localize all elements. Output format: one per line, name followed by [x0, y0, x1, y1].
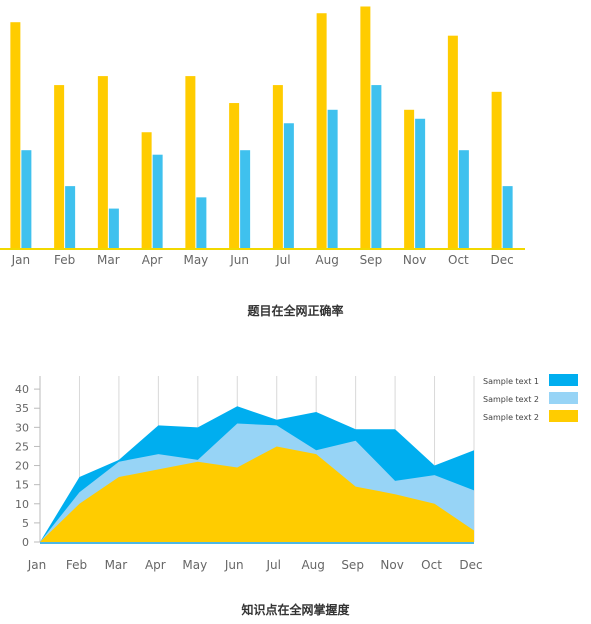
x-tick-label: Dec: [459, 558, 482, 572]
x-tick-label: Jun: [224, 558, 244, 572]
bar-jul-series-1: [272, 85, 283, 249]
legend-label: Sample text 2: [483, 395, 539, 404]
bar-aug-series-1: [316, 13, 327, 249]
x-tick-label: Aug: [315, 253, 338, 267]
x-tick-label: Sep: [360, 253, 383, 267]
bar-apr-series-1: [141, 132, 152, 249]
bar-mar-series-1: [97, 76, 108, 249]
bar-chart-title: 题目在全网正确率: [247, 304, 344, 318]
x-tick-label: Mar: [105, 558, 128, 572]
bar-may-series-1: [185, 76, 196, 249]
x-tick-label: May: [182, 558, 207, 572]
legend-label: Sample text 2: [483, 413, 539, 422]
x-tick-label: Feb: [54, 253, 75, 267]
y-tick-label: 40: [15, 383, 29, 396]
legend-swatch: [549, 392, 578, 404]
x-tick-label: May: [183, 253, 208, 267]
y-tick-label: 15: [15, 479, 29, 492]
x-tick-label: Sep: [341, 558, 364, 572]
bar-jun-series-2: [240, 150, 251, 249]
bar-oct-series-1: [447, 35, 458, 249]
legend-swatch: [549, 374, 578, 386]
bar-chart: Jan Feb Mar Apr May Jun Jul Aug Sep Nov Oct Dec: [0, 6, 525, 267]
y-tick-label: 5: [22, 517, 29, 530]
x-tick-label: Jul: [265, 558, 280, 572]
bar-sep-series-1: [360, 6, 371, 250]
legend-swatch: [549, 410, 578, 422]
bar-apr-series-2: [152, 154, 163, 249]
bar-dec-series-1: [491, 91, 502, 250]
bar-nov-series-1: [404, 109, 415, 249]
bar-jan-series-2: [21, 150, 32, 249]
bar-jul-series-2: [283, 123, 294, 249]
legend-label: Sample text 1: [483, 377, 539, 386]
y-tick-label: 20: [15, 460, 29, 473]
bar-mar-series-2: [108, 208, 119, 249]
bar-may-series-2: [196, 197, 207, 249]
area-chart-title: 知识点在全网掌握度: [241, 603, 350, 617]
bar-nov-series-2: [415, 118, 426, 249]
y-tick-label: 0: [22, 536, 29, 549]
area-series-3: [40, 446, 474, 542]
y-tick-label: 10: [15, 498, 29, 511]
x-tick-label: Nov: [403, 253, 426, 267]
y-tick-label: 30: [15, 421, 29, 434]
x-tick-label: Jan: [11, 253, 31, 267]
x-tick-label: Oct: [421, 558, 442, 572]
x-tick-label: Feb: [66, 558, 87, 572]
y-tick-label: 35: [15, 402, 29, 415]
x-tick-label: Jan: [27, 558, 47, 572]
x-tick-label: Apr: [145, 558, 166, 572]
bar-feb-series-2: [65, 186, 76, 249]
bar-jun-series-1: [229, 103, 240, 249]
bar-oct-series-2: [458, 150, 469, 249]
bar-aug-series-2: [327, 109, 338, 249]
x-tick-label: Jul: [275, 253, 290, 267]
x-tick-label: Aug: [301, 558, 324, 572]
x-tick-label: Oct: [448, 253, 469, 267]
x-tick-label: Apr: [142, 253, 163, 267]
bar-feb-series-1: [54, 85, 65, 249]
bar-dec-series-2: [502, 186, 513, 249]
area-chart: 0 5 10 15 20 25 30 35 40 Jan Feb Mar Apr May Jun Jul Aug…: [15, 374, 578, 572]
x-tick-label: Nov: [380, 558, 403, 572]
x-tick-label: Dec: [491, 253, 514, 267]
bar-jan-series-1: [10, 22, 21, 249]
x-tick-label: Mar: [97, 253, 120, 267]
bar-sep-series-2: [371, 85, 382, 249]
y-tick-label: 25: [15, 440, 29, 453]
x-tick-label: Jun: [229, 253, 249, 267]
